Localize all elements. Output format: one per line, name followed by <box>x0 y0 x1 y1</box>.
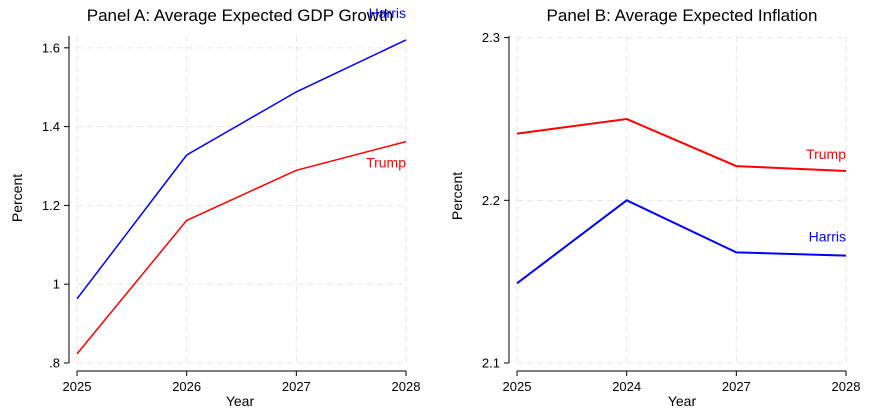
panel-b-xlabel: Year <box>668 393 697 409</box>
panel-b-ytick-label-0: 2.1 <box>482 356 500 371</box>
panel-a-ytick-label-1: 1 <box>53 277 60 292</box>
panel-b-xtick-label-0: 2025 <box>503 379 532 394</box>
panel-b-grid <box>516 36 847 364</box>
panel-b-series-harris-line <box>516 199 847 285</box>
panel-a-grid <box>76 36 407 364</box>
panel-b-ylabel: Percent <box>449 172 465 220</box>
panel-a-xtick-label-2: 2027 <box>282 379 311 394</box>
panel-a-axes: .8 1 1.2 1.4 1.6 2025 2026 2027 2028 <box>42 36 421 394</box>
panel-b-ytick-label-1: 2.2 <box>482 193 500 208</box>
panel-b-xtick-label-2: 2027 <box>722 379 751 394</box>
panel-a-series: Harris Trump <box>76 5 407 355</box>
panel-b-xtick-label-1: 2024 <box>612 379 641 394</box>
panel-b-series: Trump Harris <box>516 117 847 285</box>
panel-a: Panel A: Average Expected GDP Growth Per… <box>9 5 420 409</box>
panel-a-title: Panel A: Average Expected GDP Growth <box>87 6 394 25</box>
panel-b-series-trump-line <box>516 117 847 172</box>
panel-a-ytick-label-3: 1.4 <box>42 119 60 134</box>
panel-b-title: Panel B: Average Expected Inflation <box>547 6 818 25</box>
panel-a-series-harris-label: Harris <box>369 5 406 21</box>
panel-a-series-harris-line <box>76 39 407 300</box>
panel-b-ytick-label-2: 2.3 <box>482 30 500 45</box>
panel-a-series-trump-label: Trump <box>366 155 406 171</box>
panel-a-xtick-label-0: 2025 <box>63 379 92 394</box>
panel-a-ytick-label-2: 1.2 <box>42 198 60 213</box>
panel-b-axes: 2.1 2.2 2.3 2025 2024 2027 2028 <box>482 30 861 394</box>
panel-a-ytick-label-4: 1.6 <box>42 40 60 55</box>
panel-a-ylabel: Percent <box>9 174 25 222</box>
panel-b-series-harris-label: Harris <box>809 229 846 245</box>
panel-a-ytick-label-0: .8 <box>49 356 60 371</box>
panel-a-xtick-label-3: 2028 <box>392 379 421 394</box>
panel-b: Panel B: Average Expected Inflation Perc… <box>449 6 860 409</box>
panel-b-xtick-label-3: 2028 <box>832 379 861 394</box>
panel-a-xtick-label-1: 2026 <box>172 379 201 394</box>
panel-a-series-trump-line <box>76 140 407 355</box>
panel-a-xlabel: Year <box>226 393 255 409</box>
panel-b-series-trump-label: Trump <box>806 146 846 162</box>
